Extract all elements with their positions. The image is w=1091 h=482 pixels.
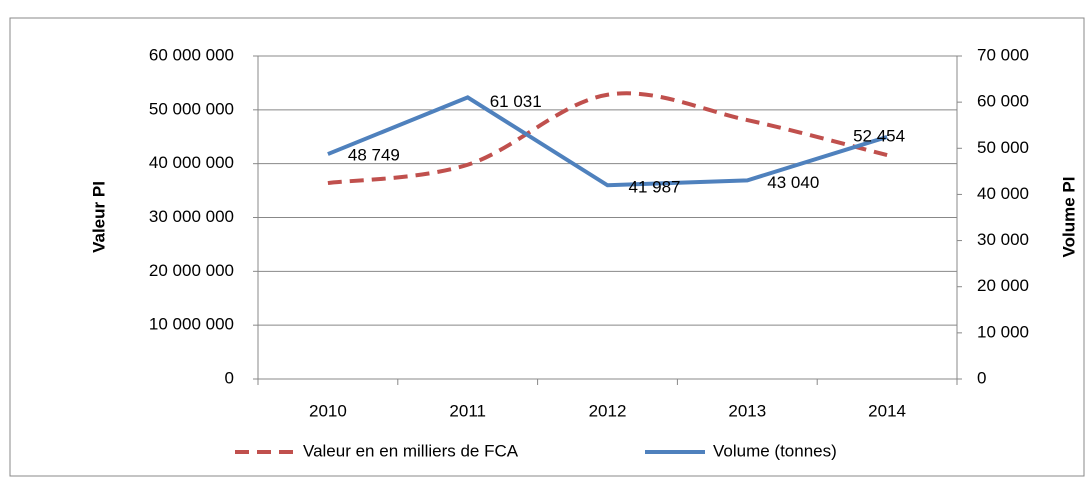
x-tick-label: 2014 <box>868 401 906 420</box>
y-tick-label: 60 000 000 <box>149 45 234 64</box>
data-label: 52 454 <box>853 126 905 145</box>
y-tick-label: 0 <box>225 368 234 387</box>
y2-tick-label: 20 000 <box>977 276 1029 295</box>
y-axis-label: Valeur PI <box>89 181 108 253</box>
y2-tick-label: 30 000 <box>977 230 1029 249</box>
data-label: 41 987 <box>629 178 681 197</box>
data-label: 61 031 <box>490 92 542 111</box>
x-tick-label: 2013 <box>728 401 766 420</box>
y-tick-label: 20 000 000 <box>149 261 234 280</box>
x-tick-label: 2012 <box>589 401 627 420</box>
y-tick-label: 40 000 000 <box>149 153 234 172</box>
y-tick-label: 30 000 000 <box>149 207 234 226</box>
y2-axis-label: Volume PI <box>1059 177 1078 258</box>
legend-label: Volume (tonnes) <box>713 441 837 460</box>
data-label: 48 749 <box>348 146 400 165</box>
x-tick-label: 2011 <box>449 401 486 420</box>
y2-tick-label: 70 000 <box>977 45 1029 64</box>
y2-tick-label: 40 000 <box>977 184 1029 203</box>
y-tick-label: 10 000 000 <box>149 315 234 334</box>
y2-tick-label: 10 000 <box>977 322 1029 341</box>
series-line <box>327 95 888 188</box>
series-line <box>327 91 888 186</box>
y2-tick-label: 50 000 <box>977 138 1029 157</box>
y2-tick-label: 60 000 <box>977 92 1029 111</box>
y-tick-label: 50 000 000 <box>149 99 234 118</box>
chart-border <box>9 17 1085 477</box>
x-tick-label: 2010 <box>309 401 347 420</box>
legend-label: Valeur en en milliers de FCA <box>303 441 519 460</box>
y2-tick-label: 0 <box>977 368 986 387</box>
data-label: 43 040 <box>767 173 819 192</box>
